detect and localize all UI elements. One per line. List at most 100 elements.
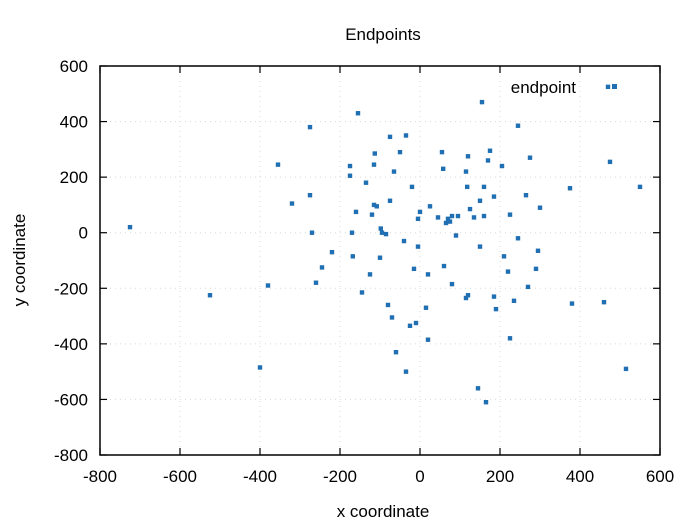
data-point xyxy=(507,336,513,341)
data-point xyxy=(507,212,513,217)
data-point xyxy=(527,155,533,160)
x-axis-label: x coordinate xyxy=(337,502,430,521)
data-point xyxy=(257,365,263,370)
data-point xyxy=(465,154,471,159)
axis-ticks xyxy=(99,65,661,456)
data-point xyxy=(477,198,483,203)
data-point xyxy=(491,294,497,299)
legend-label-endpoint: endpoint xyxy=(511,78,577,97)
data-point xyxy=(465,184,470,190)
data-point xyxy=(515,123,521,128)
data-point xyxy=(377,255,383,260)
data-point xyxy=(309,230,315,235)
data-point xyxy=(207,293,213,298)
data-point xyxy=(372,151,377,156)
y-tick-label: 600 xyxy=(60,57,88,76)
y-tick-label: 0 xyxy=(79,224,88,243)
y-tick-label: 200 xyxy=(60,168,88,187)
data-point xyxy=(367,272,373,277)
data-point xyxy=(607,159,613,165)
data-point xyxy=(569,301,575,306)
data-point xyxy=(501,254,507,259)
plot-frame xyxy=(99,65,661,456)
y-tick-labels: -800 -600 -400 -200 0 200 400 600 xyxy=(54,57,88,465)
x-tick-label: 600 xyxy=(646,467,674,486)
data-point xyxy=(425,272,431,277)
data-point xyxy=(455,213,461,219)
data-point xyxy=(449,213,455,219)
data-point xyxy=(423,305,429,310)
y-tick-label: -800 xyxy=(54,446,88,465)
data-point xyxy=(623,366,629,372)
legend: endpoint xyxy=(511,78,617,97)
data-point xyxy=(477,244,483,249)
data-point xyxy=(413,320,419,326)
grid-lines xyxy=(100,66,660,455)
x-tick-label: 200 xyxy=(486,467,514,486)
data-point xyxy=(425,337,431,342)
data-point xyxy=(637,184,643,190)
data-point xyxy=(441,166,446,172)
data-point xyxy=(403,369,409,374)
data-point xyxy=(443,220,449,226)
data-point xyxy=(505,269,511,274)
data-point xyxy=(349,230,355,235)
data-point xyxy=(487,148,493,153)
data-point xyxy=(493,306,499,312)
data-point xyxy=(319,265,325,270)
data-point xyxy=(535,248,541,253)
y-tick-label: 400 xyxy=(60,113,88,132)
x-tick-label: -600 xyxy=(163,467,197,486)
data-point xyxy=(407,323,413,328)
data-point xyxy=(353,209,359,215)
data-point xyxy=(378,226,383,231)
data-point xyxy=(307,193,313,198)
data-point xyxy=(465,293,471,298)
x-tick-label: -400 xyxy=(243,467,277,486)
data-point xyxy=(415,216,421,222)
data-point xyxy=(481,213,487,219)
data-point xyxy=(371,202,377,208)
data-point xyxy=(387,134,393,140)
data-point xyxy=(441,263,447,269)
data-point xyxy=(499,163,505,169)
y-tick-label: -400 xyxy=(54,335,88,354)
data-point xyxy=(355,111,361,116)
data-point xyxy=(369,212,375,217)
data-point xyxy=(289,201,295,206)
data-point xyxy=(275,162,281,167)
x-tick-label: 400 xyxy=(566,467,594,486)
data-point xyxy=(359,290,365,295)
x-tick-label: -200 xyxy=(323,467,357,486)
data-point xyxy=(601,299,607,305)
data-point xyxy=(379,230,385,235)
data-point xyxy=(475,386,481,391)
data-point xyxy=(329,249,335,255)
data-point xyxy=(481,184,487,190)
data-point xyxy=(371,162,377,167)
data-point xyxy=(347,173,353,178)
data-point xyxy=(313,280,319,285)
data-point xyxy=(374,204,379,209)
data-point xyxy=(485,158,491,163)
data-point xyxy=(471,215,477,220)
data-point xyxy=(411,266,417,272)
x-tick-label: -800 xyxy=(83,467,117,486)
data-point xyxy=(463,295,469,301)
data-point xyxy=(265,283,271,288)
data-point xyxy=(511,298,517,303)
data-point xyxy=(537,205,543,210)
x-tick-label: 0 xyxy=(415,467,424,486)
data-point xyxy=(445,216,451,222)
data-point xyxy=(363,180,369,185)
data-point xyxy=(567,186,573,191)
data-point xyxy=(387,198,393,203)
data-point xyxy=(435,215,441,220)
data-point xyxy=(479,99,485,105)
data-point xyxy=(467,206,473,212)
data-point xyxy=(427,204,433,209)
data-point xyxy=(515,236,521,241)
data-points xyxy=(127,84,643,405)
data-point xyxy=(483,400,489,405)
